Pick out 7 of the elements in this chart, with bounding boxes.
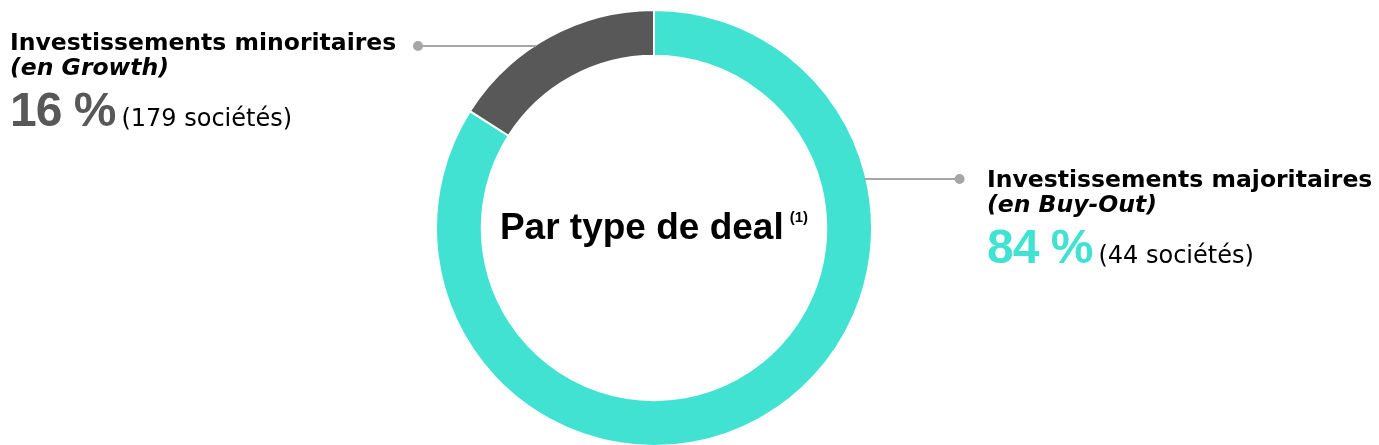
text: Par type de deal$^{(1)}$ <box>498 205 810 249</box>
slice-label: Investissements minoritaires (en Growth) <box>10 28 397 81</box>
data-label: 16 % <box>10 83 116 136</box>
data-label: 84 % <box>987 220 1093 273</box>
text: (179 sociétés) <box>121 104 293 132</box>
text: (44 sociétés) <box>1098 241 1254 269</box>
slice-label: Investissements majoritaires (en Buy-Out) <box>987 165 1373 218</box>
